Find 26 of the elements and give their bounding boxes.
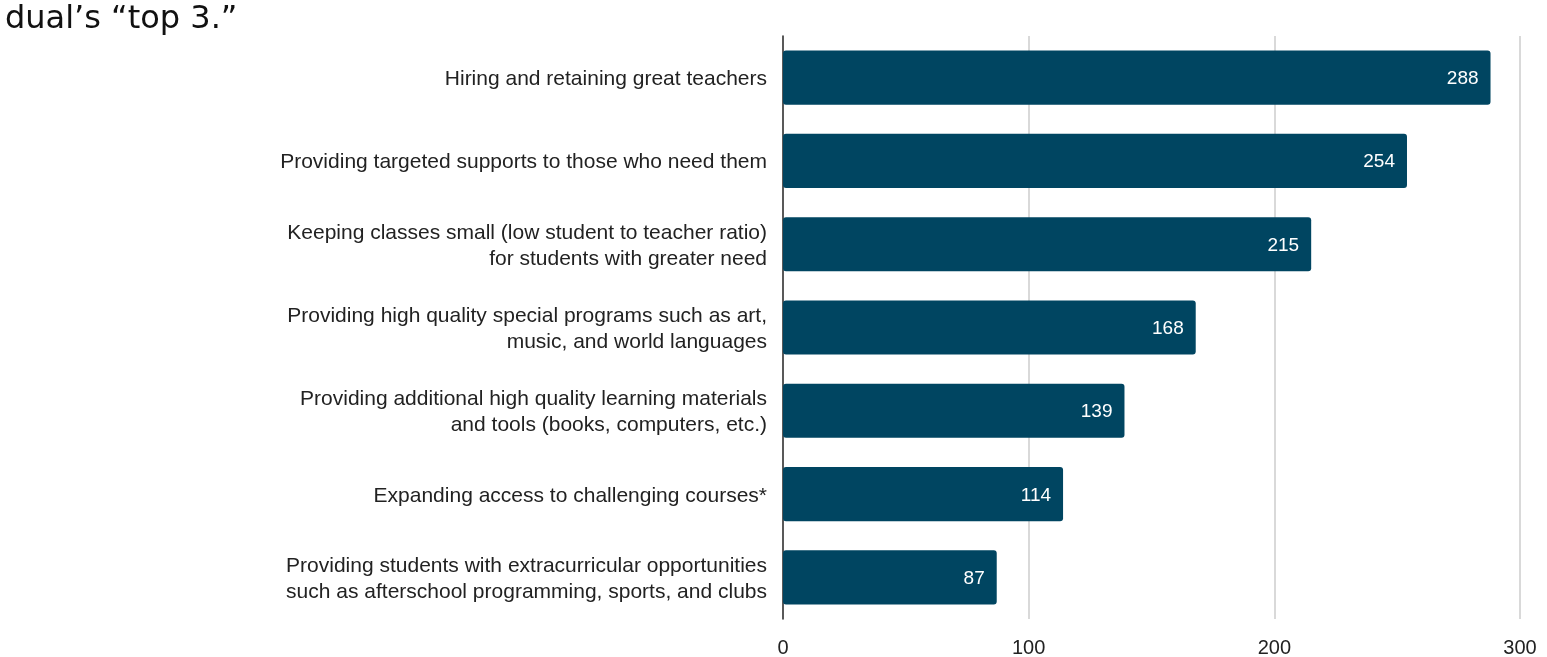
data-label: 215 [1267, 233, 1300, 255]
y-tick-label: Expanding access to challenging courses* [373, 482, 767, 506]
bar [783, 300, 1196, 355]
bar [783, 383, 1125, 438]
y-tick-label: Providing students with extracurricular opportunities such as afterschool programming, sports, and clubs [286, 552, 767, 602]
data-label: 139 [1080, 400, 1113, 422]
bar [783, 133, 1407, 188]
y-tick-label: Hiring and retaining great teachers [444, 66, 767, 90]
data-label: 288 [1446, 67, 1479, 89]
x-tick-label: 200 [1257, 636, 1292, 657]
y-tick-label: Keeping classes small (low student to teacher ratio) for students with greater need [287, 219, 767, 269]
bar [783, 467, 1064, 522]
data-label: 87 [963, 566, 985, 588]
data-label: 254 [1363, 150, 1396, 172]
y-tick-label: Providing targeted supports to those who need them [280, 149, 767, 173]
data-label: 168 [1152, 317, 1184, 338]
y-tick-label: Providing additional high quality learning materials and tools (books, computers, etc.) [300, 386, 767, 436]
bar [783, 217, 1312, 272]
text: dual’s “top 3.” [5, 0, 238, 36]
y-tick-label: Providing high quality special programs such as art, music, and world languages [287, 303, 767, 352]
x-tick-label: 300 [1503, 636, 1537, 657]
bar [783, 550, 997, 605]
data-label: 114 [1020, 483, 1052, 505]
x-tick-label: 0 [777, 636, 789, 657]
bar [783, 50, 1491, 105]
x-tick-label: 100 [1011, 636, 1046, 657]
